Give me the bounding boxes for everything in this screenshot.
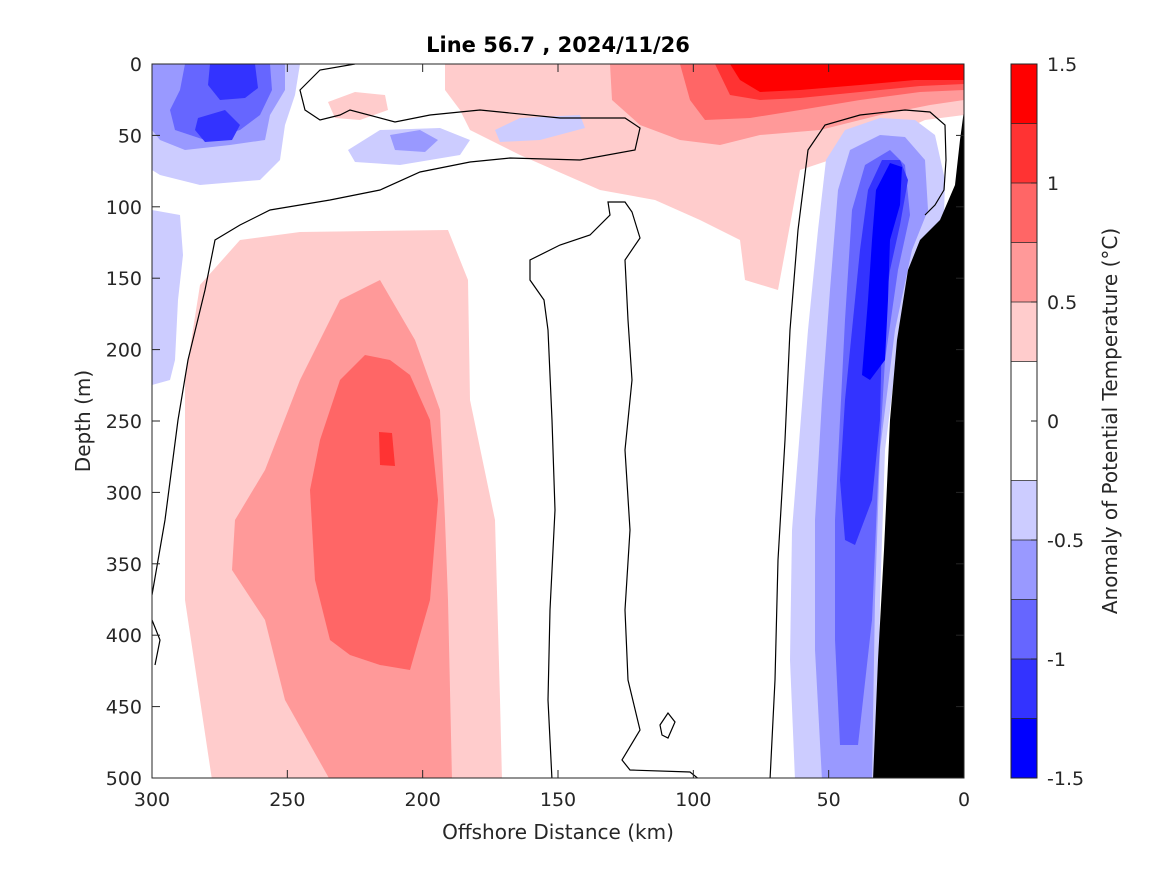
colorbar-tick-label: 0 [1047, 411, 1059, 433]
zero-contour-line-central [529, 201, 699, 778]
y-tick-label: 250 [106, 411, 142, 433]
colorbar: 1.5 1 0.5 0 -0.5 -1 -1.5 [1010, 54, 1084, 790]
y-tick-label: 500 [106, 768, 142, 790]
cold-patch-mid-inner [390, 130, 438, 152]
y-tick-label: 100 [106, 197, 142, 219]
coastal-cold-1.25-region [862, 163, 902, 380]
x-tick-label: 0 [958, 789, 970, 811]
x-tick-label: 150 [540, 789, 576, 811]
y-axis: 0 50 100 150 200 250 300 350 400 450 500 [106, 54, 964, 790]
zero-contour-line-offshore [152, 64, 641, 596]
colorbar-tick-label: 1.5 [1047, 54, 1077, 76]
y-tick-label: 300 [106, 482, 142, 504]
y-tick-label: 450 [106, 697, 142, 719]
y-tick-label: 400 [106, 625, 142, 647]
colorbar-tick-label: -0.5 [1047, 530, 1084, 552]
zero-contour-line-left-edge [152, 619, 161, 666]
y-axis-label: Depth (m) [71, 370, 95, 472]
y-tick-label: 200 [106, 340, 142, 362]
offshore-cold-1.0-lower-region [195, 110, 240, 142]
colorbar-swatch [1011, 302, 1037, 362]
x-axis: 300 250 200 150 100 50 0 [134, 64, 970, 811]
colorbar-swatch [1011, 64, 1037, 124]
x-tick-label: 300 [134, 789, 170, 811]
offshore-cold-1.0-region [208, 64, 258, 100]
seafloor-mask [873, 110, 964, 778]
colorbar-tick-label: -1 [1047, 649, 1066, 671]
cold-edge-left-strip [152, 210, 183, 385]
colorbar-swatch [1011, 540, 1037, 600]
colorbar-swatch [1011, 123, 1037, 183]
surface-warm-1.25-region [730, 64, 964, 92]
chart-title: Line 56.7 , 2024/11/26 [426, 33, 690, 57]
colorbar-swatch [1011, 183, 1037, 243]
colorbar-swatch [1011, 659, 1037, 719]
colorbar-tick-label: -1.5 [1047, 768, 1084, 790]
zero-contour-line-coastal [769, 109, 947, 778]
warm-anomaly-0.75-region [310, 355, 438, 670]
x-axis-label: Offshore Distance (km) [442, 820, 674, 844]
colorbar-swatch [1011, 480, 1037, 540]
colorbar-tick-label: 0.5 [1047, 292, 1077, 314]
contour-plot-area [152, 64, 964, 778]
warm-anomaly-1.0-region [379, 432, 395, 466]
colorbar-swatch [1011, 599, 1037, 659]
x-tick-label: 200 [405, 789, 441, 811]
colorbar-swatch [1011, 421, 1037, 481]
zero-contour-line-small-loop [659, 711, 676, 739]
colorbar-tick-label: 1 [1047, 173, 1059, 195]
colorbar-label: Anomaly of Potential Temperature (°C) [1098, 228, 1122, 614]
y-tick-label: 350 [106, 554, 142, 576]
y-tick-label: 150 [106, 268, 142, 290]
cold-patch-right [495, 115, 585, 142]
x-tick-label: 100 [675, 789, 711, 811]
colorbar-swatch [1011, 361, 1037, 421]
y-tick-label: 0 [130, 54, 142, 76]
y-tick-label: 50 [118, 125, 142, 147]
x-tick-label: 50 [817, 789, 841, 811]
colorbar-swatch [1011, 718, 1037, 778]
colorbar-swatch [1011, 242, 1037, 302]
x-tick-label: 250 [269, 789, 305, 811]
